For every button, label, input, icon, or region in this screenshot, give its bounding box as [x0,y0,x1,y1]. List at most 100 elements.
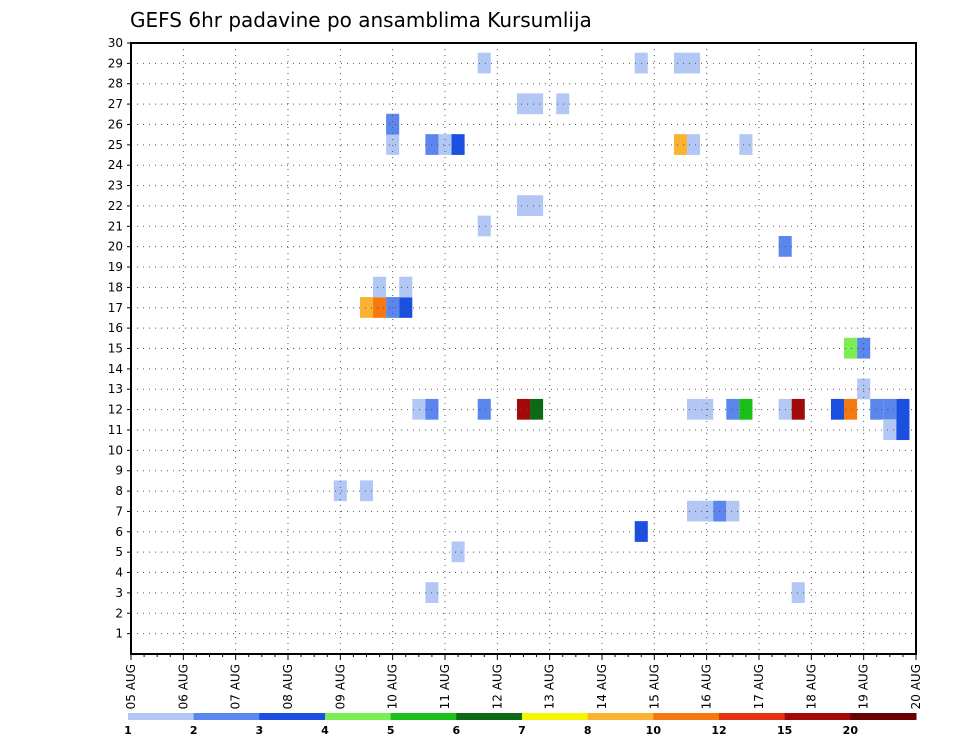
precip-cell [399,276,413,298]
precip-cell [359,297,374,318]
legend-swatch [719,713,786,720]
precip-cell [556,93,570,115]
precip-cell [373,276,387,298]
precip-cell [530,93,544,115]
y-tick-label: 18 [108,280,123,294]
precip-cell [438,134,452,155]
precip-cell [451,134,465,155]
y-tick-label: 24 [108,158,123,172]
precip-cell [516,195,531,217]
y-tick-label: 4 [115,566,123,580]
precip-cell [673,52,688,74]
precip-cell [687,500,701,522]
y-tick-label: 11 [108,423,123,437]
x-tick-label: 06 AUG [176,664,190,709]
x-tick-label: 20 AUG [909,664,923,709]
legend-label: 8 [584,724,592,737]
precip-cell [687,52,701,74]
y-tick-label: 5 [115,545,123,559]
grid-lines [131,42,916,654]
y-tick-label: 6 [115,525,123,539]
legend-label: 15 [777,724,792,737]
precip-cell [386,134,400,155]
legend-swatch [456,713,523,720]
legend-swatch [522,713,589,720]
precip-cell [530,398,544,420]
legend-swatch [850,713,917,720]
precip-cell [673,134,688,155]
y-tick-label: 29 [108,56,123,70]
chart-title: GEFS 6hr padavine po ansamblima Kursumli… [130,8,592,32]
y-tick-label: 12 [108,403,123,417]
y-tick-label: 7 [115,504,123,518]
y-tick-label: 9 [115,464,123,478]
x-axis: 05 AUG 06 AUG 07 AUG 08 AUG 09 AUG 10 AUG 11 A… [124,654,923,709]
legend-swatch [784,713,851,720]
legend-label: 12 [711,724,726,737]
y-tick-label: 17 [108,301,123,315]
x-tick-label: 10 AUG [386,664,400,709]
precip-cell [333,480,347,502]
precip-cell [896,398,910,420]
precip-cell [687,134,701,155]
y-tick-label: 25 [108,138,123,152]
y-tick-label: 3 [115,586,123,600]
precip-cell [791,582,805,603]
y-tick-label: 2 [115,606,123,620]
precip-cell [451,541,465,563]
legend-swatch [587,713,654,720]
precip-cell [844,398,858,420]
x-tick-label: 07 AUG [229,664,243,709]
x-tick-label: 11 AUG [438,664,452,709]
y-tick-label: 28 [108,77,123,91]
legend-swatch [390,713,457,720]
x-tick-label: 09 AUG [333,664,347,709]
y-tick-label: 30 [108,36,123,50]
y-tick-label: 15 [108,342,123,356]
y-tick-label: 16 [108,321,123,335]
color-legend: 1 2 3 4 5 6 7 8 10 12 15 20 [124,713,917,737]
legend-label: 5 [387,724,395,737]
plot-frame [130,42,917,655]
x-tick-label: 16 AUG [700,664,714,709]
precip-cell [477,215,491,237]
precip-cell [883,419,897,441]
precip-cell [883,398,897,420]
legend-label: 6 [453,724,461,737]
precip-cell [373,297,387,318]
legend-swatch [193,713,260,720]
precip-cell [516,398,531,420]
precip-cell [399,297,413,318]
y-tick-label: 23 [108,179,123,193]
precip-cell [739,398,753,420]
precip-cell [896,419,910,441]
precip-cell [412,398,426,420]
precip-cell [726,500,740,522]
precip-cell [530,195,544,217]
legend-label: 10 [646,724,662,737]
precip-cell [791,398,805,420]
x-tick-label: 19 AUG [857,664,871,709]
y-axis: 1234567891011121314151617181920212223242… [108,36,131,641]
y-tick-label: 13 [108,382,123,396]
x-tick-label: 08 AUG [281,664,295,709]
precip-cell [386,113,400,135]
y-tick-label: 19 [108,260,123,274]
x-tick-label: 12 AUG [490,664,504,709]
y-tick-label: 14 [108,362,123,376]
precip-cell [870,398,884,420]
precip-cell [516,93,531,115]
y-tick-label: 27 [108,97,123,111]
y-tick-label: 10 [108,443,123,457]
x-tick-label: 15 AUG [647,664,661,709]
precip-cell [477,52,491,74]
x-tick-label: 05 AUG [124,664,138,709]
x-tick-label: 18 AUG [804,664,818,709]
precip-cell [687,398,701,420]
precip-cell [844,337,858,359]
y-tick-label: 8 [115,484,123,498]
y-tick-label: 22 [108,199,123,213]
x-tick-label: 13 AUG [543,664,557,709]
y-tick-label: 21 [108,219,123,233]
